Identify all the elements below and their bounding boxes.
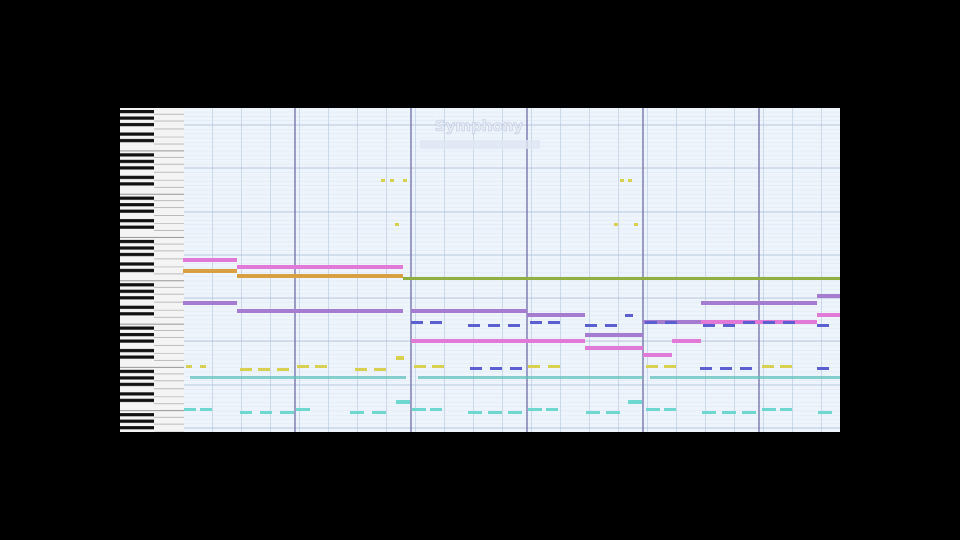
grid [183, 108, 840, 432]
keyboard[interactable] [120, 108, 184, 432]
sustain-line [403, 277, 840, 280]
subtitle-blur [420, 140, 540, 149]
notes [183, 179, 840, 414]
piano-roll: Symphony [120, 108, 840, 432]
title: Symphony [435, 117, 524, 135]
